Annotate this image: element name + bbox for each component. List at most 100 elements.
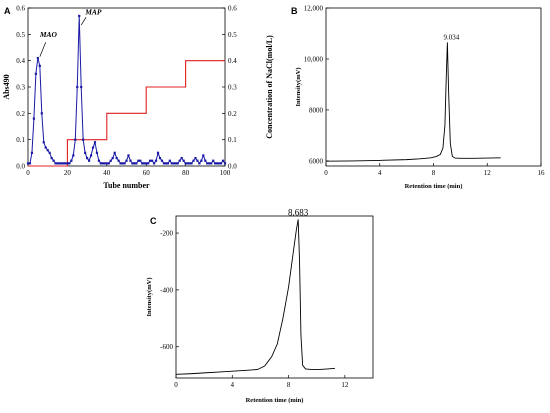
abs490-point [89,154,93,157]
abs490-point [145,162,148,165]
y2-tick-label: 0.4 [228,57,237,65]
x-tick-label: 0 [174,381,178,389]
abs490-point [137,159,140,162]
abs490-point [80,85,83,89]
abs490-point [184,162,187,165]
y-tick-label: 0.6 [16,5,25,13]
abs490-point [156,151,160,154]
y2-tick-label: 0.0 [228,163,237,171]
abs490-point [99,162,102,165]
x-tick-label: 80 [182,169,190,177]
panel-b-axes: 0 4 8 12 16 6000 8000 10,000 12,000 [304,5,545,178]
panel-b-x-axis-label: Retention time (min) [405,183,463,190]
panel-c-y-axis-label: Intensity(mV) [146,278,153,317]
abs490-point [52,159,55,162]
panel-b-series [325,42,501,162]
abs490-point [174,162,177,165]
abs490-point [219,162,223,165]
abs490-point [34,72,37,75]
y-tick-label: -600 [160,343,173,351]
x-tick-label: 100 [220,169,231,177]
abs490-point [214,162,217,165]
abs490-point [221,159,225,162]
panel-b-plot-frame [325,7,542,167]
y2-tick-label: 0.2 [228,110,237,118]
y-tick-label: 0.4 [16,57,25,65]
abs490-point [54,162,57,165]
panel-a-plot-frame [27,7,226,167]
abs490-point [44,146,47,149]
abs490-point [208,162,211,165]
x-tick-label: 20 [64,169,72,177]
x-tick-label: 40 [103,169,111,177]
abs490-point [164,162,167,165]
abs490-point [206,162,209,165]
y-tick-label: 6000 [309,157,324,165]
panel-b-peak-label: 9.034 [444,33,460,41]
abs490-point [74,138,77,141]
abs490-point [64,162,67,165]
abs490-point [84,151,87,154]
mao-annotation: MAO [39,30,58,39]
x-tick-label: 4 [231,381,235,389]
abs490-point [36,56,39,60]
abs490-point [117,159,120,162]
abs490-point [48,151,51,154]
abs490-point [70,159,73,162]
panel-b-letter: B [291,6,298,16]
map-pointer [80,17,87,26]
abs490-point [147,162,150,165]
abs490-point [97,159,101,162]
y-tick-label: 0.1 [16,136,25,144]
y-tick-label: 0.2 [16,110,25,118]
abs490-point [68,162,71,165]
abs490-point [158,157,162,160]
abs490-point [119,162,122,165]
panel-a-series [26,14,227,167]
abs490-point [46,149,49,152]
abs490-point [105,162,108,165]
y-tick-label: 10,000 [304,55,324,63]
panel-c-plot-frame [175,215,374,379]
panel-b-y-axis-label: Intensity(mV) [295,68,302,107]
abs490-point [95,151,99,154]
map-annotation: MAP [84,8,102,17]
abs490-point [196,159,199,162]
abs490-point [188,162,191,165]
abs490-point [62,162,65,165]
x-tick-label: 0 [26,169,30,177]
y-tick-label: 8000 [309,106,324,114]
mao-pointer [39,42,47,57]
abs490-point [131,162,134,165]
abs490-point [121,162,124,165]
abs490-point [125,159,128,162]
abs490-point [139,159,142,162]
x-tick-label: 12 [484,169,492,177]
abs490-point [133,162,136,165]
abs490-point [190,162,193,165]
abs490-point [101,162,104,165]
abs490-point [154,159,158,162]
abs490-point [194,157,197,160]
abs490-point [129,159,132,162]
abs490-point [91,146,95,149]
abs490-point [172,162,175,165]
abs490-point [143,162,146,165]
abs490-point [149,159,152,162]
panel-c-axes: 0 4 8 12 -600 -400 -200 [160,230,349,389]
abs490-point [86,157,89,160]
abs490-point [223,162,227,165]
abs490-point [135,162,138,165]
abs490-point [166,162,169,165]
abs490-point [111,157,114,160]
abs490-point [216,162,219,165]
abs490-point [212,159,215,162]
abs490-point [50,157,53,160]
abs490-point [170,162,173,165]
abs490-point [40,112,43,115]
abs490-point [60,162,63,165]
abs490-point [66,162,69,165]
panel-a-letter: A [4,6,11,16]
y-tick-label: -200 [160,230,173,238]
